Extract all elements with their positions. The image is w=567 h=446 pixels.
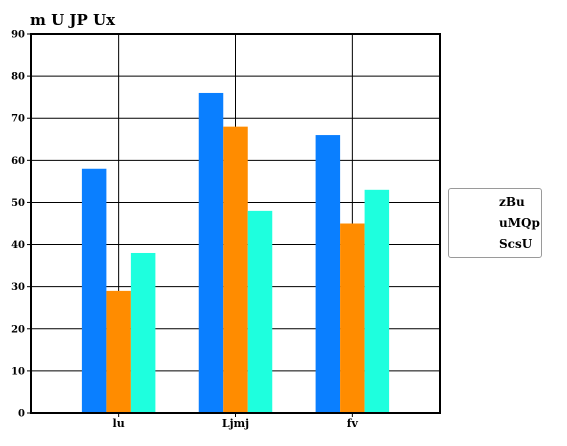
y-tick-label: 10 <box>11 366 25 377</box>
y-tick-label: 0 <box>18 409 25 420</box>
axes: 0 10 20 30 40 50 60 70 80 90 lu Ljmj fv <box>11 30 441 430</box>
legend-item-series-3: ScsU <box>449 234 541 254</box>
legend-label-series-2: uMQp <box>499 216 540 230</box>
chart-title: m U JP Ux <box>30 11 116 29</box>
bars <box>81 92 390 414</box>
legend: zBu uMQp ScsU <box>448 188 542 258</box>
bar-ScsU-fv <box>364 189 390 413</box>
bar-zBu-Ljmj <box>198 92 224 413</box>
y-tick-label: 90 <box>11 30 25 41</box>
bar-uMQp-lu <box>106 290 131 413</box>
y-tick-label: 50 <box>11 198 25 209</box>
y-tick-label: 60 <box>11 156 25 167</box>
bar-uMQp-fv <box>340 223 365 413</box>
legend-item-series-2: uMQp <box>449 213 541 233</box>
legend-label-series-1: zBu <box>499 195 525 209</box>
legend-item-series-1: zBu <box>449 192 541 212</box>
y-tick-label: 30 <box>11 282 25 293</box>
bar-uMQp-Ljmj <box>223 126 248 414</box>
y-tick-label: 20 <box>11 324 25 335</box>
y-tick-label: 40 <box>11 240 25 251</box>
bar-zBu-fv <box>315 135 341 414</box>
x-tick-label: lu <box>113 417 125 430</box>
bar-ScsU-lu <box>130 252 156 413</box>
plot-frame <box>30 33 441 414</box>
bar-ScsU-Ljmj <box>247 210 273 413</box>
bar-zBu-lu <box>81 168 107 413</box>
legend-label-series-3: ScsU <box>499 237 533 251</box>
y-tick-label: 70 <box>11 114 25 125</box>
x-tick-label: fv <box>347 417 359 430</box>
y-tick-label: 80 <box>11 72 25 83</box>
x-tick-label: Ljmj <box>222 417 249 430</box>
